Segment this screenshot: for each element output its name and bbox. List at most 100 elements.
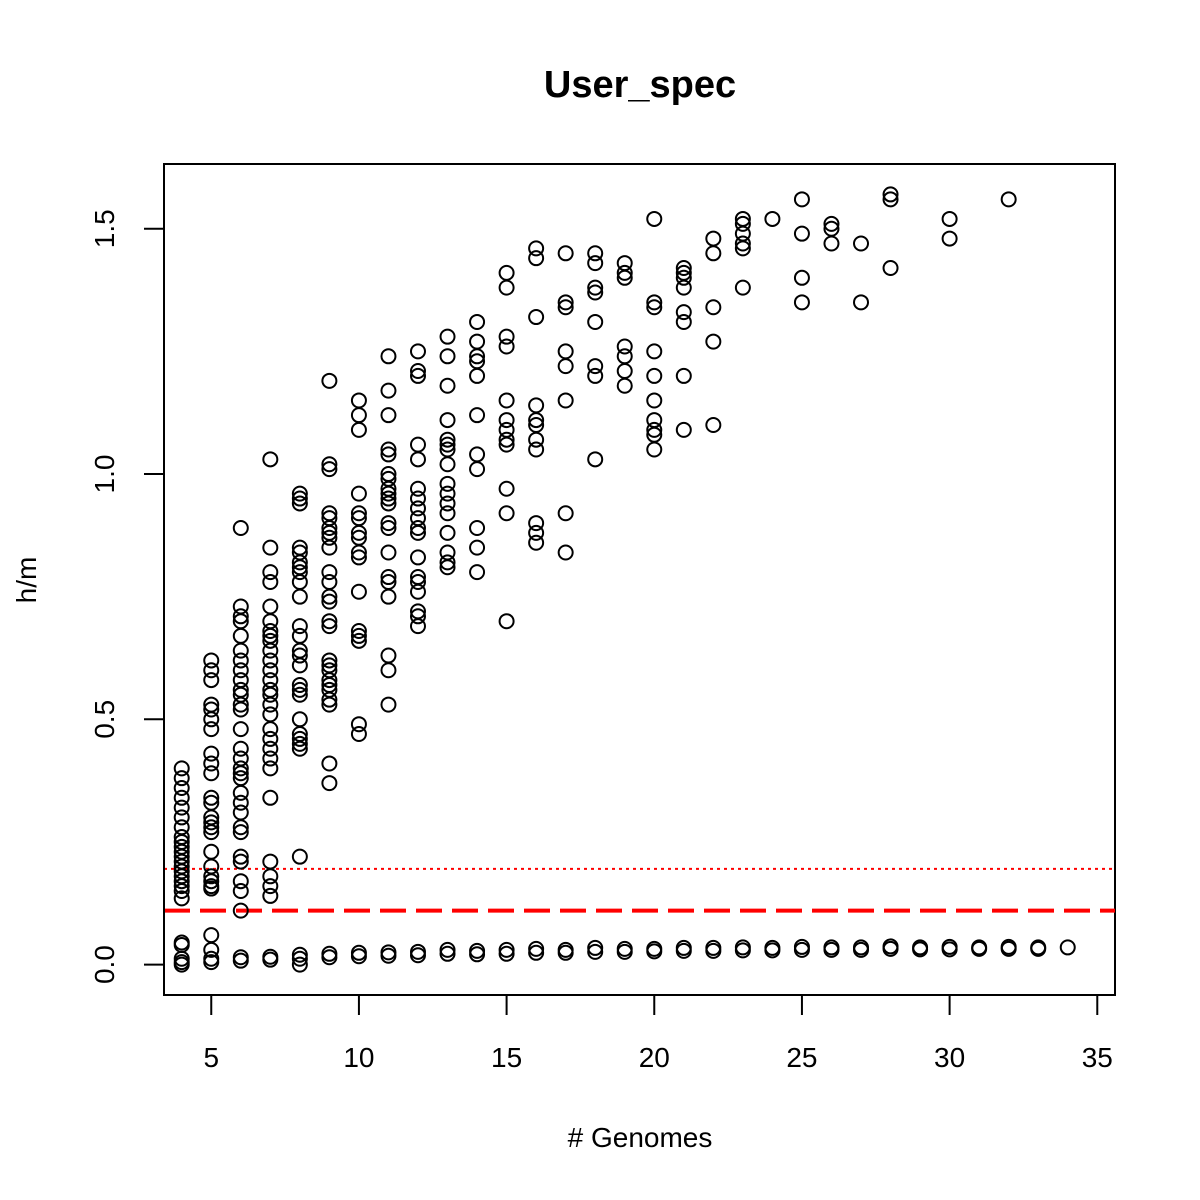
data-point — [764, 210, 781, 227]
data-point — [203, 755, 220, 772]
data-point — [262, 789, 279, 806]
data-point — [971, 940, 988, 957]
data-point — [173, 799, 190, 816]
data-point — [321, 573, 338, 590]
data-point — [469, 407, 486, 424]
data-point — [498, 436, 515, 453]
data-point — [232, 902, 249, 919]
data-point — [498, 613, 515, 630]
data-point — [203, 711, 220, 728]
data-point — [469, 942, 486, 959]
data-point — [498, 279, 515, 296]
data-point — [232, 784, 249, 801]
data-point — [232, 627, 249, 644]
data-point — [262, 686, 279, 703]
data-point — [262, 642, 279, 659]
data-point — [941, 230, 958, 247]
data-point — [380, 647, 397, 664]
data-point — [380, 662, 397, 679]
data-point — [439, 505, 456, 522]
data-point — [941, 210, 958, 227]
data-point — [232, 740, 249, 757]
data-point — [291, 686, 308, 703]
data-point — [203, 745, 220, 762]
data-point — [439, 559, 456, 576]
data-point — [232, 696, 249, 713]
data-point — [646, 421, 663, 438]
data-point — [439, 431, 456, 448]
data-point — [232, 642, 249, 659]
data-point — [232, 804, 249, 821]
data-point — [409, 618, 426, 635]
data-point — [350, 948, 367, 965]
data-point — [469, 539, 486, 556]
data-point — [203, 662, 220, 679]
reference-lines — [164, 867, 1115, 913]
data-point — [350, 544, 367, 561]
data-point — [528, 412, 545, 429]
data-point — [409, 451, 426, 468]
data-point — [616, 943, 633, 960]
data-point — [173, 956, 190, 973]
data-point — [321, 588, 338, 605]
data-point — [203, 814, 220, 831]
data-point — [173, 809, 190, 826]
data-point — [853, 941, 870, 958]
data-point — [232, 662, 249, 679]
data-point — [469, 446, 486, 463]
data-point — [409, 943, 426, 960]
data-point — [262, 750, 279, 767]
data-point — [528, 250, 545, 267]
data-point — [409, 500, 426, 517]
data-point — [1059, 939, 1076, 956]
x-axis-title: # Genomes — [568, 1122, 713, 1153]
data-point — [321, 372, 338, 389]
data-point — [409, 524, 426, 541]
data-point — [528, 309, 545, 326]
y-tick-label: 0.5 — [89, 700, 120, 739]
data-point — [380, 382, 397, 399]
data-point — [350, 632, 367, 649]
data-point — [262, 730, 279, 747]
data-point — [291, 485, 308, 502]
data-point — [262, 564, 279, 581]
x-tick-label: 10 — [343, 1042, 374, 1073]
data-point — [203, 765, 220, 782]
data-point — [173, 779, 190, 796]
data-point — [232, 952, 249, 969]
data-point — [882, 191, 899, 208]
data-point — [291, 490, 308, 507]
data-point — [291, 848, 308, 865]
data-point — [793, 269, 810, 286]
data-points — [173, 186, 1076, 973]
data-point — [646, 943, 663, 960]
data-point — [646, 441, 663, 458]
x-tick-label: 35 — [1082, 1042, 1113, 1073]
data-point — [321, 949, 338, 966]
data-point — [203, 950, 220, 967]
data-point — [262, 706, 279, 723]
data-point — [203, 941, 220, 958]
data-point — [409, 490, 426, 507]
data-point — [291, 588, 308, 605]
data-point — [439, 436, 456, 453]
data-point — [232, 701, 249, 718]
data-point — [705, 333, 722, 350]
data-point — [439, 524, 456, 541]
data-point — [380, 519, 397, 536]
data-point — [705, 416, 722, 433]
data-point — [823, 235, 840, 252]
data-point — [262, 598, 279, 615]
data-point — [409, 608, 426, 625]
data-point — [616, 269, 633, 286]
data-point — [409, 519, 426, 536]
data-point — [557, 544, 574, 561]
data-point — [291, 735, 308, 752]
data-point — [321, 672, 338, 689]
data-point — [793, 225, 810, 242]
data-point — [321, 945, 338, 962]
data-point — [439, 348, 456, 365]
data-point — [380, 944, 397, 961]
data-point — [380, 544, 397, 561]
data-point — [262, 632, 279, 649]
